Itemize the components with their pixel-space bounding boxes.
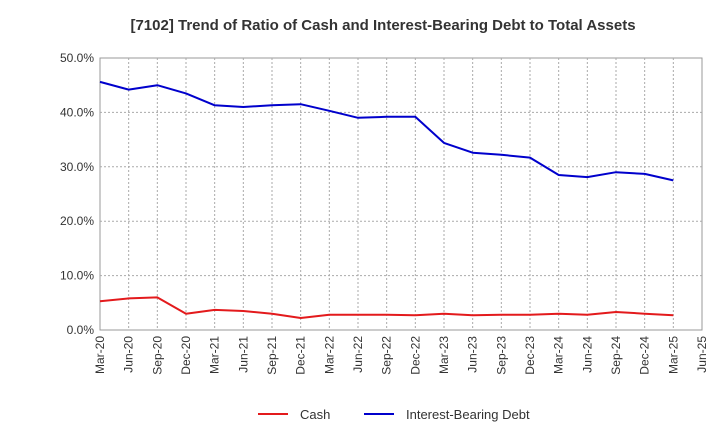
y-tick-label: 30.0% xyxy=(60,160,94,174)
y-tick-label: 40.0% xyxy=(60,105,94,119)
x-tick-label: Dec-24 xyxy=(638,336,652,375)
y-tick-label: 20.0% xyxy=(60,214,94,228)
x-tick-label: Sep-22 xyxy=(380,336,394,375)
legend-label: Interest-Bearing Debt xyxy=(406,407,530,422)
y-tick-label: 50.0% xyxy=(60,51,94,65)
legend: Cash Interest-Bearing Debt xyxy=(258,407,530,422)
grid xyxy=(100,58,702,330)
x-tick-label: Sep-24 xyxy=(609,336,623,375)
series-line-0 xyxy=(99,296,674,319)
x-tick-label: Mar-20 xyxy=(93,336,107,374)
legend-label: Cash xyxy=(300,407,330,422)
x-tick-label: Jun-24 xyxy=(580,336,594,373)
series-layer xyxy=(99,80,674,319)
x-tick-label: Jun-22 xyxy=(351,336,365,373)
y-tick-label: 0.0% xyxy=(67,323,95,337)
y-axis: 0.0% 10.0% 20.0% 30.0% 40.0% 50.0% xyxy=(60,51,94,337)
x-tick-label: Mar-23 xyxy=(437,336,451,374)
series-line-1 xyxy=(99,80,674,182)
x-tick-label: Sep-23 xyxy=(494,336,508,375)
x-tick-label: Dec-23 xyxy=(523,336,537,375)
x-tick-label: Jun-20 xyxy=(122,336,136,373)
x-tick-label: Jun-25 xyxy=(695,336,709,373)
x-axis: Mar-20 Jun-20 Sep-20 Dec-20 Mar-21 Jun-21 Sep-… xyxy=(93,336,709,375)
plot-area xyxy=(99,57,703,331)
x-tick-label: Mar-24 xyxy=(552,336,566,374)
y-tick-label: 10.0% xyxy=(60,269,94,283)
x-tick-label: Mar-25 xyxy=(666,336,680,374)
chart-title: [7102] Trend of Ratio of Cash and Intere… xyxy=(130,17,635,34)
x-tick-label: Mar-21 xyxy=(208,336,222,374)
x-tick-label: Mar-22 xyxy=(322,336,336,374)
x-tick-label: Dec-20 xyxy=(179,336,193,375)
x-tick-label: Dec-21 xyxy=(294,336,308,375)
x-tick-label: Dec-22 xyxy=(408,336,422,375)
x-tick-label: Sep-21 xyxy=(265,336,279,375)
x-tick-label: Jun-23 xyxy=(466,336,480,373)
x-tick-label: Sep-20 xyxy=(150,336,164,375)
x-tick-label: Jun-21 xyxy=(236,336,250,373)
